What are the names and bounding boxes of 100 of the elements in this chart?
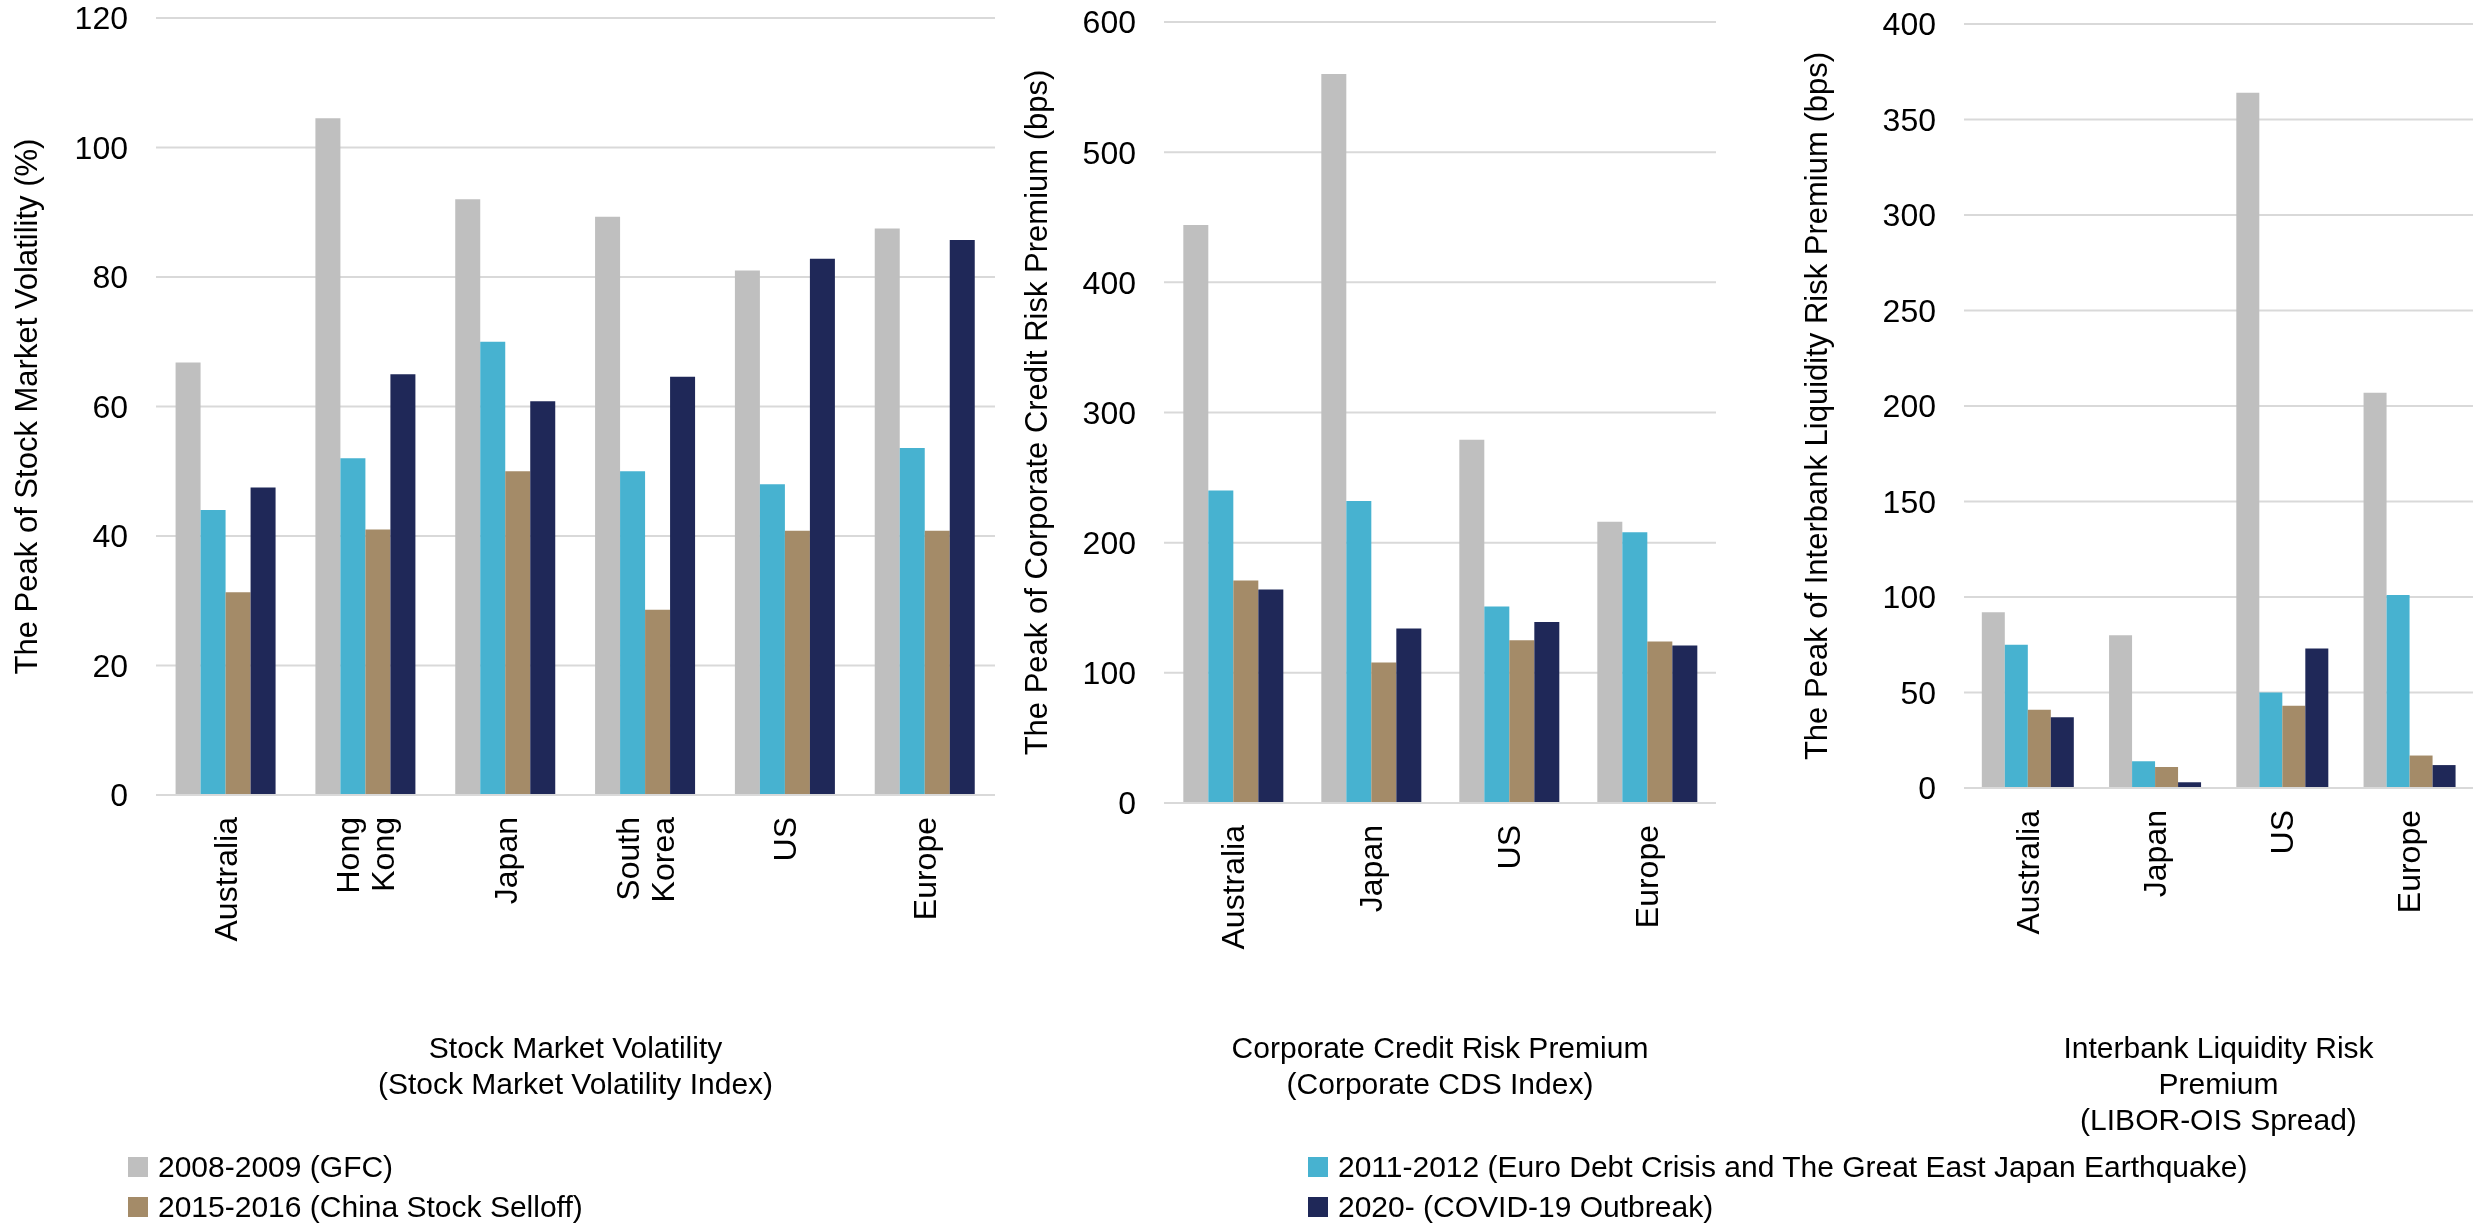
x-tick-label: US bbox=[1491, 825, 1527, 870]
y-tick-label: 100 bbox=[1882, 579, 1936, 616]
y-tick-label: 100 bbox=[1082, 655, 1136, 692]
y-tick-label: 300 bbox=[1882, 197, 1936, 234]
x-tick-label: Australia bbox=[2009, 809, 2046, 935]
bar bbox=[1183, 225, 1209, 803]
y-tick-label: 0 bbox=[1118, 785, 1136, 822]
bar bbox=[315, 118, 341, 795]
bar bbox=[645, 609, 671, 795]
bar bbox=[1647, 641, 1673, 803]
bar bbox=[734, 270, 760, 795]
bar bbox=[2236, 92, 2260, 788]
y-tick-label: 120 bbox=[74, 0, 128, 37]
bar bbox=[505, 471, 531, 795]
bar bbox=[2155, 766, 2179, 788]
x-axis-title: Corporate Credit Risk Premium (Corporate CDS Index) bbox=[1230, 1030, 1650, 1102]
y-tick-label: 600 bbox=[1082, 4, 1136, 41]
x-tick-label: Hong Kong bbox=[330, 817, 402, 894]
bar bbox=[1597, 521, 1623, 803]
y-tick-label: 40 bbox=[92, 518, 128, 555]
bar bbox=[2363, 392, 2387, 788]
bar bbox=[1346, 501, 1372, 803]
bar bbox=[1459, 439, 1485, 803]
bar bbox=[1484, 606, 1510, 803]
y-tick-label: 100 bbox=[74, 129, 128, 166]
y-tick-label: 150 bbox=[1882, 483, 1936, 520]
x-tick-label: Japan bbox=[487, 817, 524, 905]
y-axis-title: The Peak of Stock Market Volatility (%) bbox=[8, 138, 44, 675]
y-tick-label: 200 bbox=[1082, 525, 1136, 562]
bar bbox=[2027, 709, 2051, 788]
bar bbox=[225, 592, 251, 795]
bar bbox=[924, 530, 950, 795]
x-tick-label: Europe bbox=[907, 817, 944, 921]
bar bbox=[2305, 648, 2329, 788]
bar bbox=[595, 216, 621, 795]
bar bbox=[1371, 662, 1397, 803]
bar bbox=[784, 530, 810, 795]
bar bbox=[2050, 717, 2074, 788]
bar bbox=[1672, 645, 1698, 803]
y-tick-label: 20 bbox=[92, 647, 128, 684]
x-tick-label: US bbox=[2264, 810, 2301, 855]
bar bbox=[200, 510, 226, 795]
x-tick-label: Australia bbox=[207, 816, 244, 942]
bar bbox=[1981, 612, 2005, 788]
bar bbox=[1396, 628, 1422, 803]
bar bbox=[1208, 490, 1234, 803]
x-tick-label: Japan bbox=[1353, 825, 1389, 913]
bar bbox=[250, 487, 276, 795]
x-tick-label: Japan bbox=[2136, 810, 2173, 898]
bar bbox=[2004, 644, 2028, 788]
bar bbox=[340, 458, 366, 795]
y-tick-label: 400 bbox=[1082, 264, 1136, 301]
y-tick-label: 0 bbox=[1918, 770, 1936, 807]
legend-label: 2011-2012 (Euro Debt Crisis and The Great East Japan Earthquake) bbox=[1338, 1150, 2248, 1184]
bar bbox=[949, 240, 975, 795]
x-tick-label: Europe bbox=[1629, 825, 1665, 929]
bar bbox=[2282, 705, 2306, 788]
bar bbox=[480, 341, 506, 795]
bar bbox=[874, 228, 900, 795]
bar bbox=[1321, 74, 1347, 803]
bar bbox=[1258, 589, 1284, 803]
bar bbox=[1233, 580, 1259, 803]
bar bbox=[175, 362, 201, 795]
bar bbox=[809, 258, 835, 795]
x-tick-label: Australia bbox=[1215, 824, 1251, 950]
x-axis-title: Stock Market Volatility (Stock Market Volatility Index) bbox=[376, 1030, 775, 1102]
bar bbox=[620, 471, 646, 795]
y-tick-label: 60 bbox=[92, 388, 128, 425]
bar bbox=[390, 374, 416, 795]
y-tick-label: 80 bbox=[92, 259, 128, 296]
bar bbox=[2386, 595, 2410, 788]
bar bbox=[2259, 692, 2283, 788]
y-tick-label: 50 bbox=[1900, 674, 1936, 711]
bar bbox=[759, 484, 785, 795]
y-axis-title: The Peak of Interbank Liquidity Risk Premium (bps) bbox=[1798, 51, 1834, 761]
y-tick-label: 350 bbox=[1882, 101, 1936, 138]
bar bbox=[670, 376, 696, 795]
bar bbox=[1622, 532, 1648, 803]
bar bbox=[2432, 765, 2456, 788]
bar bbox=[2132, 761, 2156, 788]
x-tick-label: US bbox=[767, 817, 804, 862]
bar bbox=[365, 529, 391, 795]
bar bbox=[2109, 635, 2133, 788]
bar bbox=[455, 199, 481, 795]
bar bbox=[899, 447, 925, 795]
y-tick-label: 300 bbox=[1082, 394, 1136, 431]
x-tick-label: South Korea bbox=[609, 816, 682, 903]
bar bbox=[2409, 755, 2433, 788]
bar bbox=[530, 401, 556, 795]
y-tick-label: 500 bbox=[1082, 134, 1136, 171]
legend-label: 2008-2009 (GFC) bbox=[158, 1150, 394, 1184]
legend-label: 2015-2016 (China Stock Selloff) bbox=[158, 1190, 583, 1224]
y-tick-label: 0 bbox=[110, 777, 128, 814]
y-axis-title: The Peak of Corporate Credit Risk Premium (bps) bbox=[1018, 69, 1054, 756]
y-tick-label: 250 bbox=[1882, 292, 1936, 329]
x-tick-label: Europe bbox=[2391, 810, 2428, 914]
bar bbox=[1534, 622, 1560, 803]
x-axis-title: Interbank Liquidity Risk Premium (LIBOR-OIS Spread) bbox=[2062, 1030, 2375, 1138]
legend-label: 2020- (COVID-19 Outbreak) bbox=[1338, 1190, 1714, 1224]
y-tick-label: 400 bbox=[1882, 6, 1936, 43]
